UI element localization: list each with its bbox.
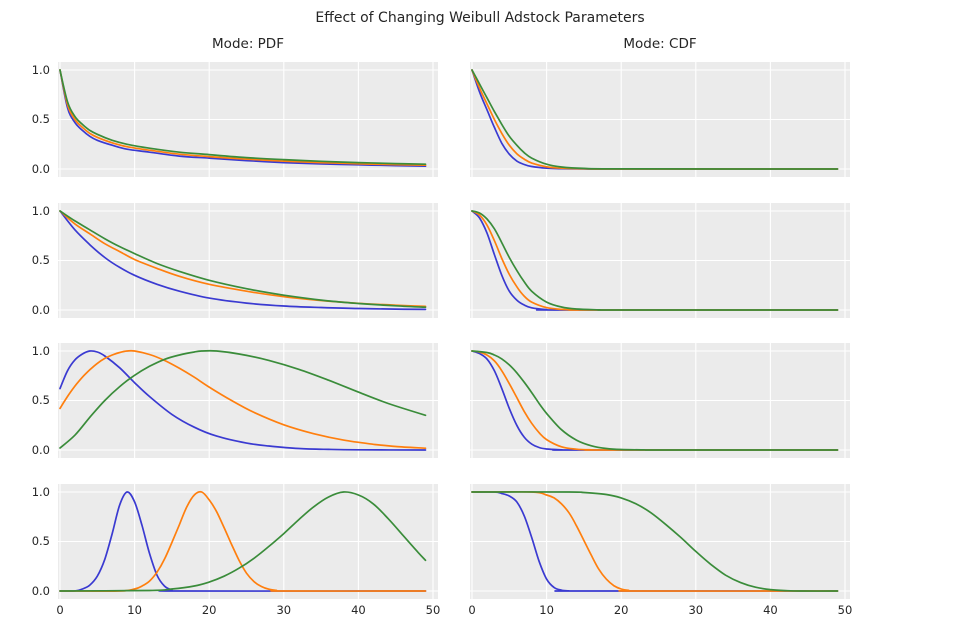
curve-blue-row2-pdf — [59, 210, 427, 311]
x-tick-label: 40 — [763, 603, 778, 617]
subplot-canvas — [58, 343, 438, 458]
y-tick-label: 1.0 — [31, 203, 50, 218]
x-tick-label: 10 — [127, 603, 142, 617]
curve-blue-row4-pdf — [59, 491, 427, 592]
curve-green-row1-pdf — [59, 69, 427, 166]
x-tick-label: 40 — [351, 603, 366, 617]
curve-blue-row3-pdf — [59, 350, 427, 451]
subplot-canvas — [470, 343, 850, 458]
curve-green-row3-cdf — [471, 350, 839, 451]
y-tick-label: 0.5 — [31, 253, 50, 267]
y-tick-label: 0.0 — [31, 161, 50, 176]
y-tick-label: 0.0 — [31, 442, 50, 457]
curve-green-row2-cdf — [471, 210, 839, 311]
x-tick-label: 30 — [276, 603, 292, 617]
x-tick-label: 20 — [613, 603, 629, 617]
curve-green-row4-cdf — [471, 491, 839, 592]
curve-orange-row1-pdf — [59, 69, 427, 167]
x-tick-label: 50 — [425, 603, 441, 617]
column-title-cdf: Mode: CDF — [623, 36, 697, 52]
curve-orange-row3-pdf — [59, 349, 427, 450]
curve-orange-row4-cdf — [471, 490, 839, 592]
y-tick-label: 0.0 — [31, 583, 50, 598]
x-tick-label: 30 — [688, 603, 704, 617]
curve-orange-row2-pdf — [59, 210, 427, 308]
curve-orange-row3-cdf — [471, 350, 839, 451]
subplot-canvas — [470, 484, 850, 599]
curve-blue-row3-cdf — [471, 350, 839, 451]
curve-blue-row4-cdf — [471, 491, 839, 592]
x-tick-label: 10 — [539, 603, 554, 617]
subplot-row3-pdf — [58, 343, 438, 458]
y-tick-label: 1.0 — [31, 484, 50, 499]
x-tick-label: 50 — [837, 603, 853, 617]
subplot-row2-pdf — [58, 203, 438, 318]
curve-orange-row2-cdf — [471, 210, 839, 311]
curve-green-row4-pdf — [59, 491, 427, 592]
y-tick-label: 0.5 — [31, 534, 50, 548]
subplot-canvas — [58, 62, 438, 177]
subplot-canvas — [470, 62, 850, 177]
curve-orange-row4-pdf — [59, 490, 427, 592]
subplot-row3-cdf — [470, 343, 850, 458]
y-tick-label: 1.0 — [31, 343, 50, 358]
curve-green-row2-pdf — [59, 210, 427, 309]
curve-green-row3-pdf — [59, 349, 427, 449]
y-tick-label: 0.0 — [31, 302, 50, 317]
subplot-row4-cdf — [470, 484, 850, 599]
subplot-canvas — [58, 484, 438, 599]
y-tick-label: 0.5 — [31, 393, 50, 407]
y-tick-label: 0.5 — [31, 112, 50, 126]
subplot-row1-pdf — [58, 62, 438, 177]
curve-green-row1-cdf — [471, 69, 839, 170]
x-tick-label: 20 — [201, 603, 217, 617]
x-tick-label: 0 — [56, 603, 64, 617]
subplot-canvas — [470, 203, 850, 318]
figure-title: Effect of Changing Weibull Adstock Param… — [315, 10, 645, 26]
x-tick-label: 0 — [468, 603, 476, 617]
y-tick-label: 1.0 — [31, 62, 50, 77]
subplot-row1-cdf — [470, 62, 850, 177]
subplot-canvas — [58, 203, 438, 318]
column-title-pdf: Mode: PDF — [212, 36, 284, 52]
curve-blue-row1-pdf — [59, 69, 427, 168]
subplot-row4-pdf — [58, 484, 438, 599]
subplot-row2-cdf — [470, 203, 850, 318]
